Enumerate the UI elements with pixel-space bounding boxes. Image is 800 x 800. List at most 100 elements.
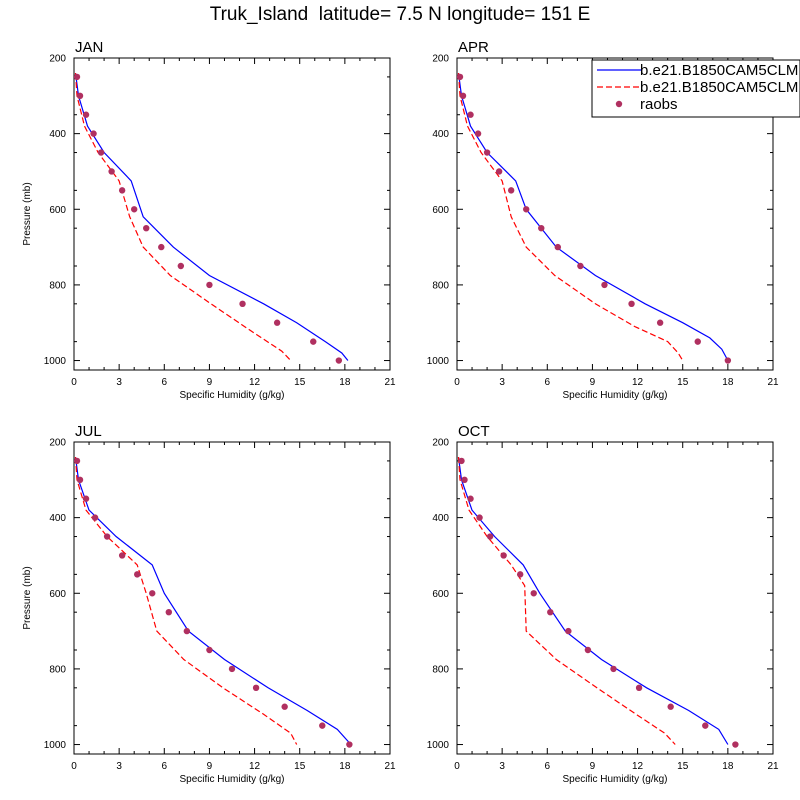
y-tick-label: 1000 bbox=[427, 356, 450, 367]
y-tick-label: 600 bbox=[432, 589, 449, 600]
series-line-solid bbox=[74, 73, 349, 361]
x-tick-label: 18 bbox=[339, 761, 351, 772]
x-axis-title: Specific Humidity (g/kg) bbox=[179, 774, 284, 785]
x-tick-label: 0 bbox=[454, 377, 460, 388]
raobs-point bbox=[517, 571, 524, 578]
raobs-point bbox=[601, 281, 608, 289]
y-tick-label: 1000 bbox=[44, 740, 67, 751]
raobs-point bbox=[458, 457, 465, 465]
y-tick-label: 600 bbox=[432, 205, 449, 216]
y-tick-label: 400 bbox=[432, 513, 449, 524]
x-tick-label: 0 bbox=[71, 377, 77, 388]
raobs-point bbox=[702, 722, 709, 729]
raobs-point bbox=[158, 243, 165, 251]
panel-jul: JUL 0 3 6 9 12 15 18 21 200 400 600 800 1000 Specific … bbox=[22, 423, 396, 785]
y-tick-label: 800 bbox=[49, 280, 66, 291]
raobs-point bbox=[584, 646, 592, 654]
panel-label-apr: APR bbox=[458, 39, 489, 56]
raobs-point bbox=[500, 552, 507, 559]
raobs-point bbox=[523, 206, 530, 213]
legend-label: b.e21.B1850CAM5CLM bbox=[640, 79, 798, 96]
y-tick-label: 1000 bbox=[44, 356, 67, 367]
x-tick-label: 18 bbox=[722, 377, 734, 388]
raobs-point bbox=[134, 571, 141, 578]
x-tick-label: 18 bbox=[339, 377, 351, 388]
y-tick-label: 800 bbox=[432, 280, 449, 291]
raobs-point bbox=[310, 338, 317, 345]
x-tick-label: 3 bbox=[499, 377, 505, 388]
raobs-point bbox=[82, 111, 90, 118]
raobs-point bbox=[76, 476, 84, 484]
y-tick-label: 400 bbox=[432, 129, 449, 140]
x-tick-label: 15 bbox=[677, 377, 689, 388]
raobs-point bbox=[118, 552, 126, 559]
y-tick-label: 1000 bbox=[427, 740, 450, 751]
series-group bbox=[74, 73, 349, 364]
x-tick-label: 12 bbox=[249, 377, 261, 388]
raobs-point bbox=[319, 722, 326, 729]
raobs-point bbox=[667, 703, 674, 710]
raobs-point bbox=[483, 149, 491, 156]
raobs-point bbox=[74, 457, 81, 465]
plot-frame bbox=[456, 441, 774, 755]
y-tick-label: 600 bbox=[49, 205, 66, 216]
panel-apr: APR 0 3 6 9 12 15 18 21 200 400 600 800 1000 Specific … bbox=[427, 39, 779, 401]
raobs-point bbox=[273, 319, 281, 326]
raobs-point bbox=[82, 495, 90, 502]
x-tick-label: 0 bbox=[454, 761, 460, 772]
raobs-point bbox=[206, 281, 213, 289]
plot-frame bbox=[73, 441, 391, 755]
panel-label-jan: JAN bbox=[75, 39, 103, 56]
x-tick-label: 3 bbox=[116, 761, 122, 772]
series-group bbox=[457, 457, 739, 748]
x-tick-label: 9 bbox=[207, 761, 213, 772]
raobs-point bbox=[97, 149, 105, 156]
raobs-point bbox=[474, 130, 482, 137]
series-line-solid bbox=[74, 457, 352, 745]
raobs-point bbox=[467, 495, 474, 502]
raobs-point bbox=[486, 533, 494, 540]
x-axis-title: Specific Humidity (g/kg) bbox=[562, 774, 667, 785]
x-tick-label: 21 bbox=[384, 761, 396, 772]
x-tick-label: 3 bbox=[116, 377, 122, 388]
x-tick-label: 15 bbox=[294, 377, 306, 388]
raobs-point bbox=[252, 684, 260, 692]
raobs-point bbox=[547, 608, 554, 616]
panel-oct: OCT 0 3 6 9 12 15 18 21 200 400 600 800 1000 Specific … bbox=[427, 423, 779, 785]
legend-label: b.e21.B1850CAM5CLM bbox=[640, 62, 798, 79]
raobs-point bbox=[177, 262, 185, 270]
raobs-point bbox=[461, 476, 468, 484]
raobs-point bbox=[118, 187, 126, 194]
raobs-point bbox=[143, 224, 150, 232]
raobs-point bbox=[91, 514, 99, 521]
y-axis-title: Pressure (mb) bbox=[22, 182, 33, 245]
raobs-point bbox=[694, 338, 701, 345]
y-tick-label: 200 bbox=[49, 438, 66, 449]
x-axis-title: Specific Humidity (g/kg) bbox=[179, 390, 284, 401]
x-tick-label: 6 bbox=[545, 761, 551, 772]
panel-label-oct: OCT bbox=[458, 423, 490, 440]
series-line-dashed bbox=[457, 457, 676, 745]
x-tick-label: 21 bbox=[767, 377, 779, 388]
raobs-point bbox=[476, 514, 483, 521]
x-tick-label: 6 bbox=[162, 377, 168, 388]
panel-label-jul: JUL bbox=[75, 423, 102, 440]
raobs-point bbox=[495, 168, 503, 175]
raobs-point bbox=[103, 533, 111, 540]
raobs-point bbox=[130, 206, 138, 213]
y-tick-label: 400 bbox=[49, 129, 66, 140]
page-title: Truk_Island latitude= 7.5 N longitude= 1… bbox=[209, 4, 591, 25]
raobs-point bbox=[530, 590, 537, 597]
series-line-dashed bbox=[457, 73, 684, 361]
raobs-point bbox=[577, 262, 584, 270]
raobs-point bbox=[165, 608, 172, 616]
raobs-point bbox=[656, 319, 664, 326]
x-tick-label: 6 bbox=[162, 761, 168, 772]
raobs-point bbox=[206, 646, 213, 654]
raobs-point bbox=[538, 224, 545, 232]
x-tick-label: 21 bbox=[384, 377, 396, 388]
raobs-point bbox=[628, 300, 635, 308]
raobs-point bbox=[459, 92, 467, 100]
x-tick-label: 3 bbox=[499, 761, 505, 772]
x-tick-label: 18 bbox=[722, 761, 734, 772]
